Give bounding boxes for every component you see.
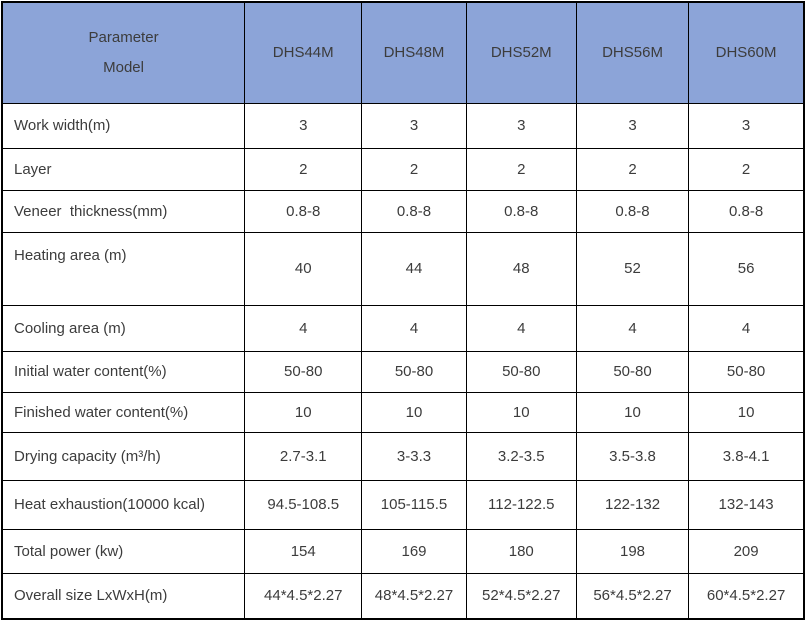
table-row: Initial water content(%) 50-80 50-80 50-80 5… <box>1 350 805 393</box>
model-header: DHS60M <box>688 1 805 104</box>
header-row: Parameter Model DHS44M DHS48M DHS52M DHS… <box>1 1 805 104</box>
value-cell: 50-80 <box>465 350 577 393</box>
row-label: Total power (kw) <box>1 528 246 574</box>
table-body: Work width(m) 3 3 3 3 3 Layer 2 2 2 2 2 Veneer thick… <box>1 102 805 620</box>
table-row: Layer 2 2 2 2 2 <box>1 147 805 191</box>
value-cell: 112-122.5 <box>465 479 577 530</box>
table-row: Heating area (m) 40 44 48 52 56 <box>1 231 805 306</box>
row-label: Overall size LxWxH(m) <box>1 572 246 620</box>
value-cell: 2.7-3.1 <box>244 431 363 481</box>
table-row: Drying capacity (m³/h) 2.7-3.1 3-3.3 3.2-3.… <box>1 431 805 481</box>
value-cell: 50-80 <box>575 350 690 393</box>
value-cell: 94.5-108.5 <box>244 479 363 530</box>
value-cell: 3.8-4.1 <box>688 431 805 481</box>
row-label: Initial water content(%) <box>1 350 246 393</box>
row-label: Heating area (m) <box>1 231 246 306</box>
table-row: Cooling area (m) 4 4 4 4 4 <box>1 304 805 352</box>
value-cell: 3.2-3.5 <box>465 431 577 481</box>
value-cell: 0.8-8 <box>688 189 805 233</box>
value-cell: 3 <box>244 102 363 149</box>
table-row: Veneer thickness(mm) 0.8-8 0.8-8 0.8-8 0.8-8… <box>1 189 805 233</box>
value-cell: 3 <box>465 102 577 149</box>
table-row: Work width(m) 3 3 3 3 3 <box>1 102 805 149</box>
value-cell: 3 <box>575 102 690 149</box>
value-cell: 50-80 <box>688 350 805 393</box>
value-cell: 10 <box>688 391 805 433</box>
value-cell: 0.8-8 <box>575 189 690 233</box>
value-cell: 4 <box>244 304 363 352</box>
value-cell: 132-143 <box>688 479 805 530</box>
corner-header-line2: Model <box>103 58 144 76</box>
spec-table: Parameter Model DHS44M DHS48M DHS52M DHS… <box>1 1 805 620</box>
value-cell: 122-132 <box>575 479 690 530</box>
value-cell: 44 <box>361 231 467 306</box>
row-label: Heat exhaustion(10000 kcal) <box>1 479 246 530</box>
table-row: Finished water content(%) 10 10 10 10 10 <box>1 391 805 433</box>
value-cell: 198 <box>575 528 690 574</box>
table-row: Overall size LxWxH(m) 44*4.5*2.27 48*4.5*2… <box>1 572 805 620</box>
value-cell: 0.8-8 <box>465 189 577 233</box>
value-cell: 10 <box>244 391 363 433</box>
value-cell: 105-115.5 <box>361 479 467 530</box>
table-row: Total power (kw) 154 169 180 198 209 <box>1 528 805 574</box>
value-cell: 56 <box>688 231 805 306</box>
value-cell: 48*4.5*2.27 <box>361 572 467 620</box>
row-label: Drying capacity (m³/h) <box>1 431 246 481</box>
value-cell: 2 <box>575 147 690 191</box>
value-cell: 154 <box>244 528 363 574</box>
corner-header-line1: Parameter <box>88 28 159 46</box>
value-cell: 2 <box>465 147 577 191</box>
row-label: Finished water content(%) <box>1 391 246 433</box>
row-label: Work width(m) <box>1 102 246 149</box>
value-cell: 2 <box>361 147 467 191</box>
row-label: Layer <box>1 147 246 191</box>
value-cell: 40 <box>244 231 363 306</box>
model-header: DHS52M <box>465 1 577 104</box>
table-row: Heat exhaustion(10000 kcal) 94.5-108.5 105… <box>1 479 805 530</box>
value-cell: 2 <box>244 147 363 191</box>
value-cell: 3.5-3.8 <box>575 431 690 481</box>
value-cell: 52*4.5*2.27 <box>465 572 577 620</box>
value-cell: 3 <box>688 102 805 149</box>
value-cell: 50-80 <box>244 350 363 393</box>
value-cell: 4 <box>575 304 690 352</box>
value-cell: 169 <box>361 528 467 574</box>
value-cell: 52 <box>575 231 690 306</box>
value-cell: 4 <box>361 304 467 352</box>
value-cell: 60*4.5*2.27 <box>688 572 805 620</box>
value-cell: 50-80 <box>361 350 467 393</box>
model-header: DHS56M <box>575 1 690 104</box>
value-cell: 180 <box>465 528 577 574</box>
value-cell: 2 <box>688 147 805 191</box>
value-cell: 44*4.5*2.27 <box>244 572 363 620</box>
value-cell: 10 <box>575 391 690 433</box>
value-cell: 4 <box>688 304 805 352</box>
model-header: DHS44M <box>244 1 363 104</box>
model-header: DHS48M <box>361 1 467 104</box>
value-cell: 3 <box>361 102 467 149</box>
value-cell: 3-3.3 <box>361 431 467 481</box>
value-cell: 48 <box>465 231 577 306</box>
value-cell: 10 <box>361 391 467 433</box>
row-label: Cooling area (m) <box>1 304 246 352</box>
corner-header-parameter-model: Parameter Model <box>1 1 246 104</box>
value-cell: 56*4.5*2.27 <box>575 572 690 620</box>
value-cell: 0.8-8 <box>361 189 467 233</box>
value-cell: 209 <box>688 528 805 574</box>
value-cell: 4 <box>465 304 577 352</box>
row-label: Veneer thickness(mm) <box>1 189 246 233</box>
value-cell: 10 <box>465 391 577 433</box>
value-cell: 0.8-8 <box>244 189 363 233</box>
